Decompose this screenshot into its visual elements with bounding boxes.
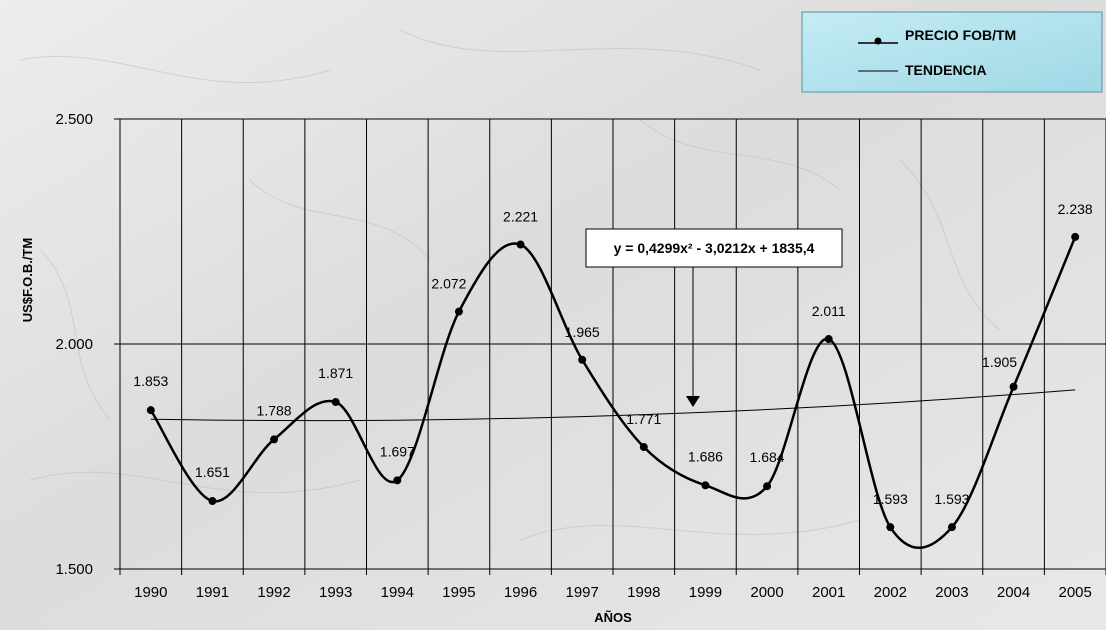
equation-pointer-arrow — [686, 396, 700, 407]
y-tick-label: 2.000 — [55, 336, 93, 353]
data-label: 1.788 — [257, 402, 292, 418]
price-point — [886, 523, 895, 532]
x-tick-label: 1999 — [689, 584, 722, 601]
price-point — [578, 355, 587, 364]
x-tick-label: 2005 — [1059, 584, 1092, 601]
price-point — [454, 307, 463, 316]
data-label: 2.238 — [1058, 201, 1093, 217]
data-label: 1.871 — [318, 365, 353, 381]
price-point — [1009, 382, 1018, 391]
legend: PRECIO FOB/TM TENDENCIA — [801, 11, 1103, 93]
x-tick-label: 1996 — [504, 584, 537, 601]
data-label: 1.593 — [934, 491, 969, 507]
x-tick-label: 1997 — [566, 584, 599, 601]
x-tick-label: 2004 — [997, 584, 1030, 601]
x-tick-label: 1994 — [381, 584, 414, 601]
series-price-line — [149, 236, 1077, 549]
data-label: 1.651 — [195, 464, 230, 480]
price-point — [947, 523, 956, 532]
legend-trend-label: TENDENCIA — [905, 62, 987, 78]
series-trend-line — [150, 389, 1076, 422]
x-tick-label: 1995 — [442, 584, 475, 601]
data-labels: 1.853 1.651 1.788 1.871 1.697 2.072 2.221 1.965… — [133, 201, 1093, 507]
price-point — [270, 435, 279, 444]
legend-box — [801, 11, 1103, 93]
price-point — [639, 443, 648, 452]
x-tick-label: 1990 — [134, 584, 167, 601]
data-label: 2.072 — [431, 276, 466, 292]
x-axis-title: AÑOS — [594, 610, 632, 625]
legend-price-label: PRECIO FOB/TM — [905, 27, 1016, 43]
price-point — [331, 398, 340, 407]
price-point — [208, 497, 217, 506]
price-point — [146, 406, 155, 415]
equation-box: y = 0,4299x² - 3,0212x + 1835,4 — [585, 228, 843, 407]
y-tick-label: 1.500 — [55, 561, 93, 578]
x-tick-label: 1993 — [319, 584, 352, 601]
price-point — [701, 481, 710, 490]
data-label: 1.684 — [750, 449, 785, 465]
y-tick-label: 2.500 — [55, 111, 93, 128]
axes — [114, 118, 1106, 575]
x-tick-labels: 1990 1991 1992 1993 1994 1995 1996 1997 1998 1999… — [134, 584, 1092, 601]
x-tick-label: 2002 — [874, 584, 907, 601]
x-tick-label: 2001 — [812, 584, 845, 601]
data-label: 1.853 — [133, 373, 168, 389]
data-label: 2.221 — [503, 209, 538, 225]
price-point — [516, 240, 525, 249]
x-tick-label: 2000 — [750, 584, 783, 601]
trend-equation: y = 0,4299x² - 3,0212x + 1835,4 — [614, 240, 815, 256]
data-label: 1.686 — [688, 448, 723, 464]
data-label: 1.905 — [982, 354, 1017, 370]
legend-price-marker — [874, 37, 882, 45]
x-tick-label: 1998 — [627, 584, 660, 601]
price-point — [824, 335, 833, 344]
price-point — [1071, 232, 1080, 241]
gridlines — [120, 118, 1106, 570]
x-tick-label: 1991 — [196, 584, 229, 601]
x-tick-label: 1992 — [257, 584, 290, 601]
data-label: 1.965 — [565, 324, 600, 340]
price-point — [763, 482, 772, 491]
data-label: 1.593 — [873, 491, 908, 507]
price-point — [393, 476, 402, 485]
y-tick-labels: 1.500 2.000 2.500 — [55, 111, 93, 578]
data-label: 1.697 — [380, 443, 415, 459]
y-axis-title: US$F.O.B./TM — [20, 238, 35, 323]
data-label: 1.771 — [626, 411, 661, 427]
data-label: 2.011 — [812, 303, 846, 319]
x-tick-label: 2003 — [935, 584, 968, 601]
series-markers — [146, 232, 1080, 532]
